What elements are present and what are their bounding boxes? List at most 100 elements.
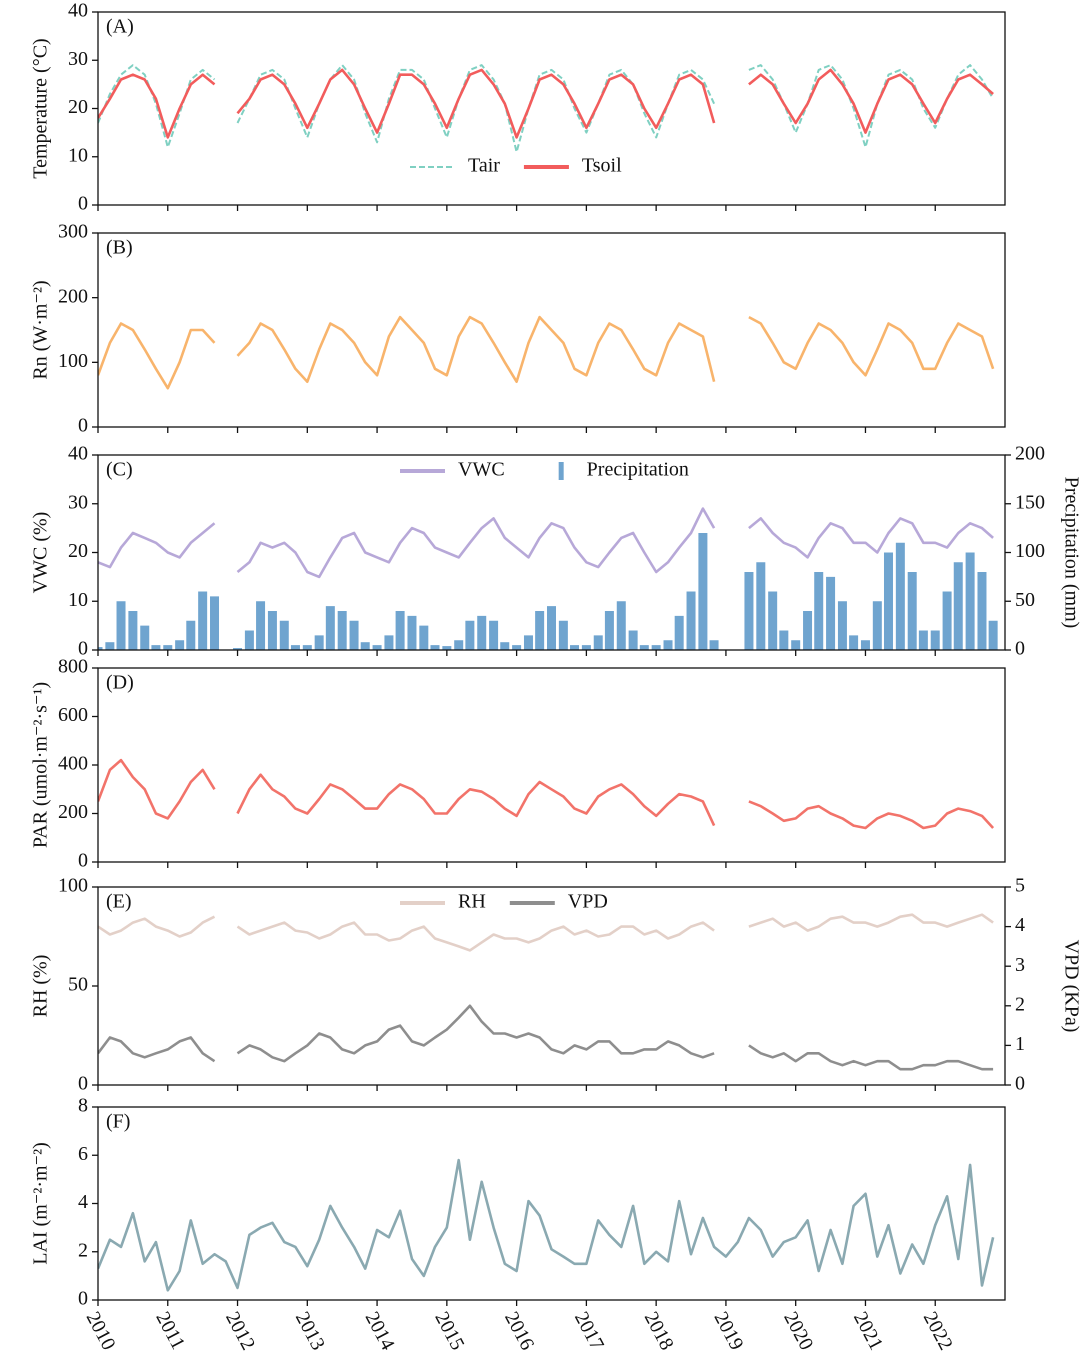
y-tick-label: 400 xyxy=(58,753,88,775)
bar xyxy=(233,648,243,650)
panel-frame xyxy=(97,886,1006,1086)
bar xyxy=(151,645,161,650)
panel-label: (B) xyxy=(106,237,133,259)
y-axis-label: PAR (umol·m⁻²·s⁻¹) xyxy=(30,682,52,848)
x-tick-label: 2022 xyxy=(919,1308,957,1354)
panel: 0 50 100 0 1 2 3 4 5 (E) RH (%) VPD (KPa) RH VPD xyxy=(30,875,1083,1095)
y-tick-label: 0 xyxy=(78,1288,88,1310)
bar xyxy=(98,647,103,650)
bar xyxy=(872,601,882,650)
bar xyxy=(535,611,545,650)
bar xyxy=(244,630,254,650)
plot-area xyxy=(98,1158,995,1292)
bar xyxy=(837,601,847,650)
bar xyxy=(198,591,208,650)
x-tick-label: 2011 xyxy=(151,1308,189,1353)
series-line xyxy=(98,758,995,830)
bar xyxy=(686,591,696,650)
y2-tick-label: 4 xyxy=(1015,914,1025,936)
bar xyxy=(698,533,708,650)
x-tick-label: 2020 xyxy=(779,1308,817,1354)
bar xyxy=(593,635,603,650)
bar xyxy=(163,645,173,650)
panel: 0 200 400 600 800 (D) PAR (umol·m⁻²·s⁻¹) xyxy=(30,656,1006,872)
series-line xyxy=(98,315,995,390)
bar xyxy=(628,630,638,650)
bar xyxy=(616,601,626,650)
bar xyxy=(930,630,940,650)
x-tick-label: 2021 xyxy=(849,1308,887,1354)
y-tick-label: 30 xyxy=(68,48,88,70)
y2-tick-label: 150 xyxy=(1015,491,1045,513)
y-tick-label: 100 xyxy=(58,875,88,897)
y2-tick-label: 100 xyxy=(1015,540,1045,562)
bar xyxy=(953,562,963,650)
bar xyxy=(407,615,417,650)
bar xyxy=(663,640,673,650)
bar xyxy=(674,615,684,650)
legend-swatch xyxy=(558,462,564,480)
legend-label: VPD xyxy=(568,891,608,913)
y-tick-label: 20 xyxy=(68,96,88,118)
y-tick-label: 0 xyxy=(78,1073,88,1095)
y-axis-label: LAI (m⁻²·m⁻²) xyxy=(30,1142,52,1265)
bar xyxy=(325,606,335,650)
series-line xyxy=(98,507,994,579)
bar xyxy=(977,572,987,650)
y2-tick-label: 2 xyxy=(1015,993,1025,1015)
x-tick-label: 2015 xyxy=(430,1308,468,1354)
bar xyxy=(290,645,300,650)
bar xyxy=(256,601,266,650)
series-line xyxy=(98,68,994,139)
y-tick-label: 200 xyxy=(58,801,88,823)
y-tick-label: 600 xyxy=(58,704,88,726)
bar xyxy=(639,645,649,650)
bar xyxy=(883,552,893,650)
y2-tick-label: 5 xyxy=(1015,875,1025,897)
panel-label: (C) xyxy=(106,459,133,481)
bar xyxy=(372,645,382,650)
plot-area xyxy=(98,64,994,153)
y-tick-label: 0 xyxy=(78,415,88,437)
y2-axis-label: Precipitation (mm) xyxy=(1060,477,1082,629)
x-tick-label: 2010 xyxy=(82,1308,120,1354)
bar xyxy=(489,620,499,650)
bar xyxy=(895,542,905,650)
y-tick-label: 40 xyxy=(68,443,88,465)
bar xyxy=(175,640,185,650)
panel-label: (F) xyxy=(106,1111,130,1133)
bar xyxy=(116,601,126,650)
bar xyxy=(803,611,813,650)
panel-frame xyxy=(97,232,1006,428)
y-tick-label: 300 xyxy=(58,221,88,243)
bar xyxy=(965,552,975,650)
y2-axis-label: VPD (KPa) xyxy=(1060,940,1082,1033)
legend-label: Precipitation xyxy=(587,459,689,481)
x-tick-label: 2014 xyxy=(361,1308,399,1354)
y-tick-label: 10 xyxy=(68,589,88,611)
y2-tick-label: 200 xyxy=(1015,443,1045,465)
y-tick-label: 10 xyxy=(68,144,88,166)
bar xyxy=(140,625,150,650)
y-axis-label: VWC (%) xyxy=(30,512,52,594)
bar xyxy=(570,645,580,650)
bar xyxy=(454,640,464,650)
y-axis-label: RH (%) xyxy=(30,955,52,1018)
bar xyxy=(267,611,277,650)
bar xyxy=(314,635,324,650)
bar xyxy=(849,635,859,650)
legend-label: VWC xyxy=(458,459,505,481)
y-tick-label: 2 xyxy=(78,1239,88,1261)
panel-label: (E) xyxy=(106,891,132,913)
bar xyxy=(105,642,115,650)
y2-tick-label: 1 xyxy=(1015,1033,1025,1055)
bar xyxy=(988,620,998,650)
bar xyxy=(186,620,196,650)
bar xyxy=(465,620,475,650)
bar xyxy=(430,645,440,650)
y-tick-label: 0 xyxy=(78,850,88,872)
bar xyxy=(814,572,824,650)
bar xyxy=(337,611,347,650)
bar xyxy=(651,645,661,650)
y-tick-label: 6 xyxy=(78,1143,88,1165)
